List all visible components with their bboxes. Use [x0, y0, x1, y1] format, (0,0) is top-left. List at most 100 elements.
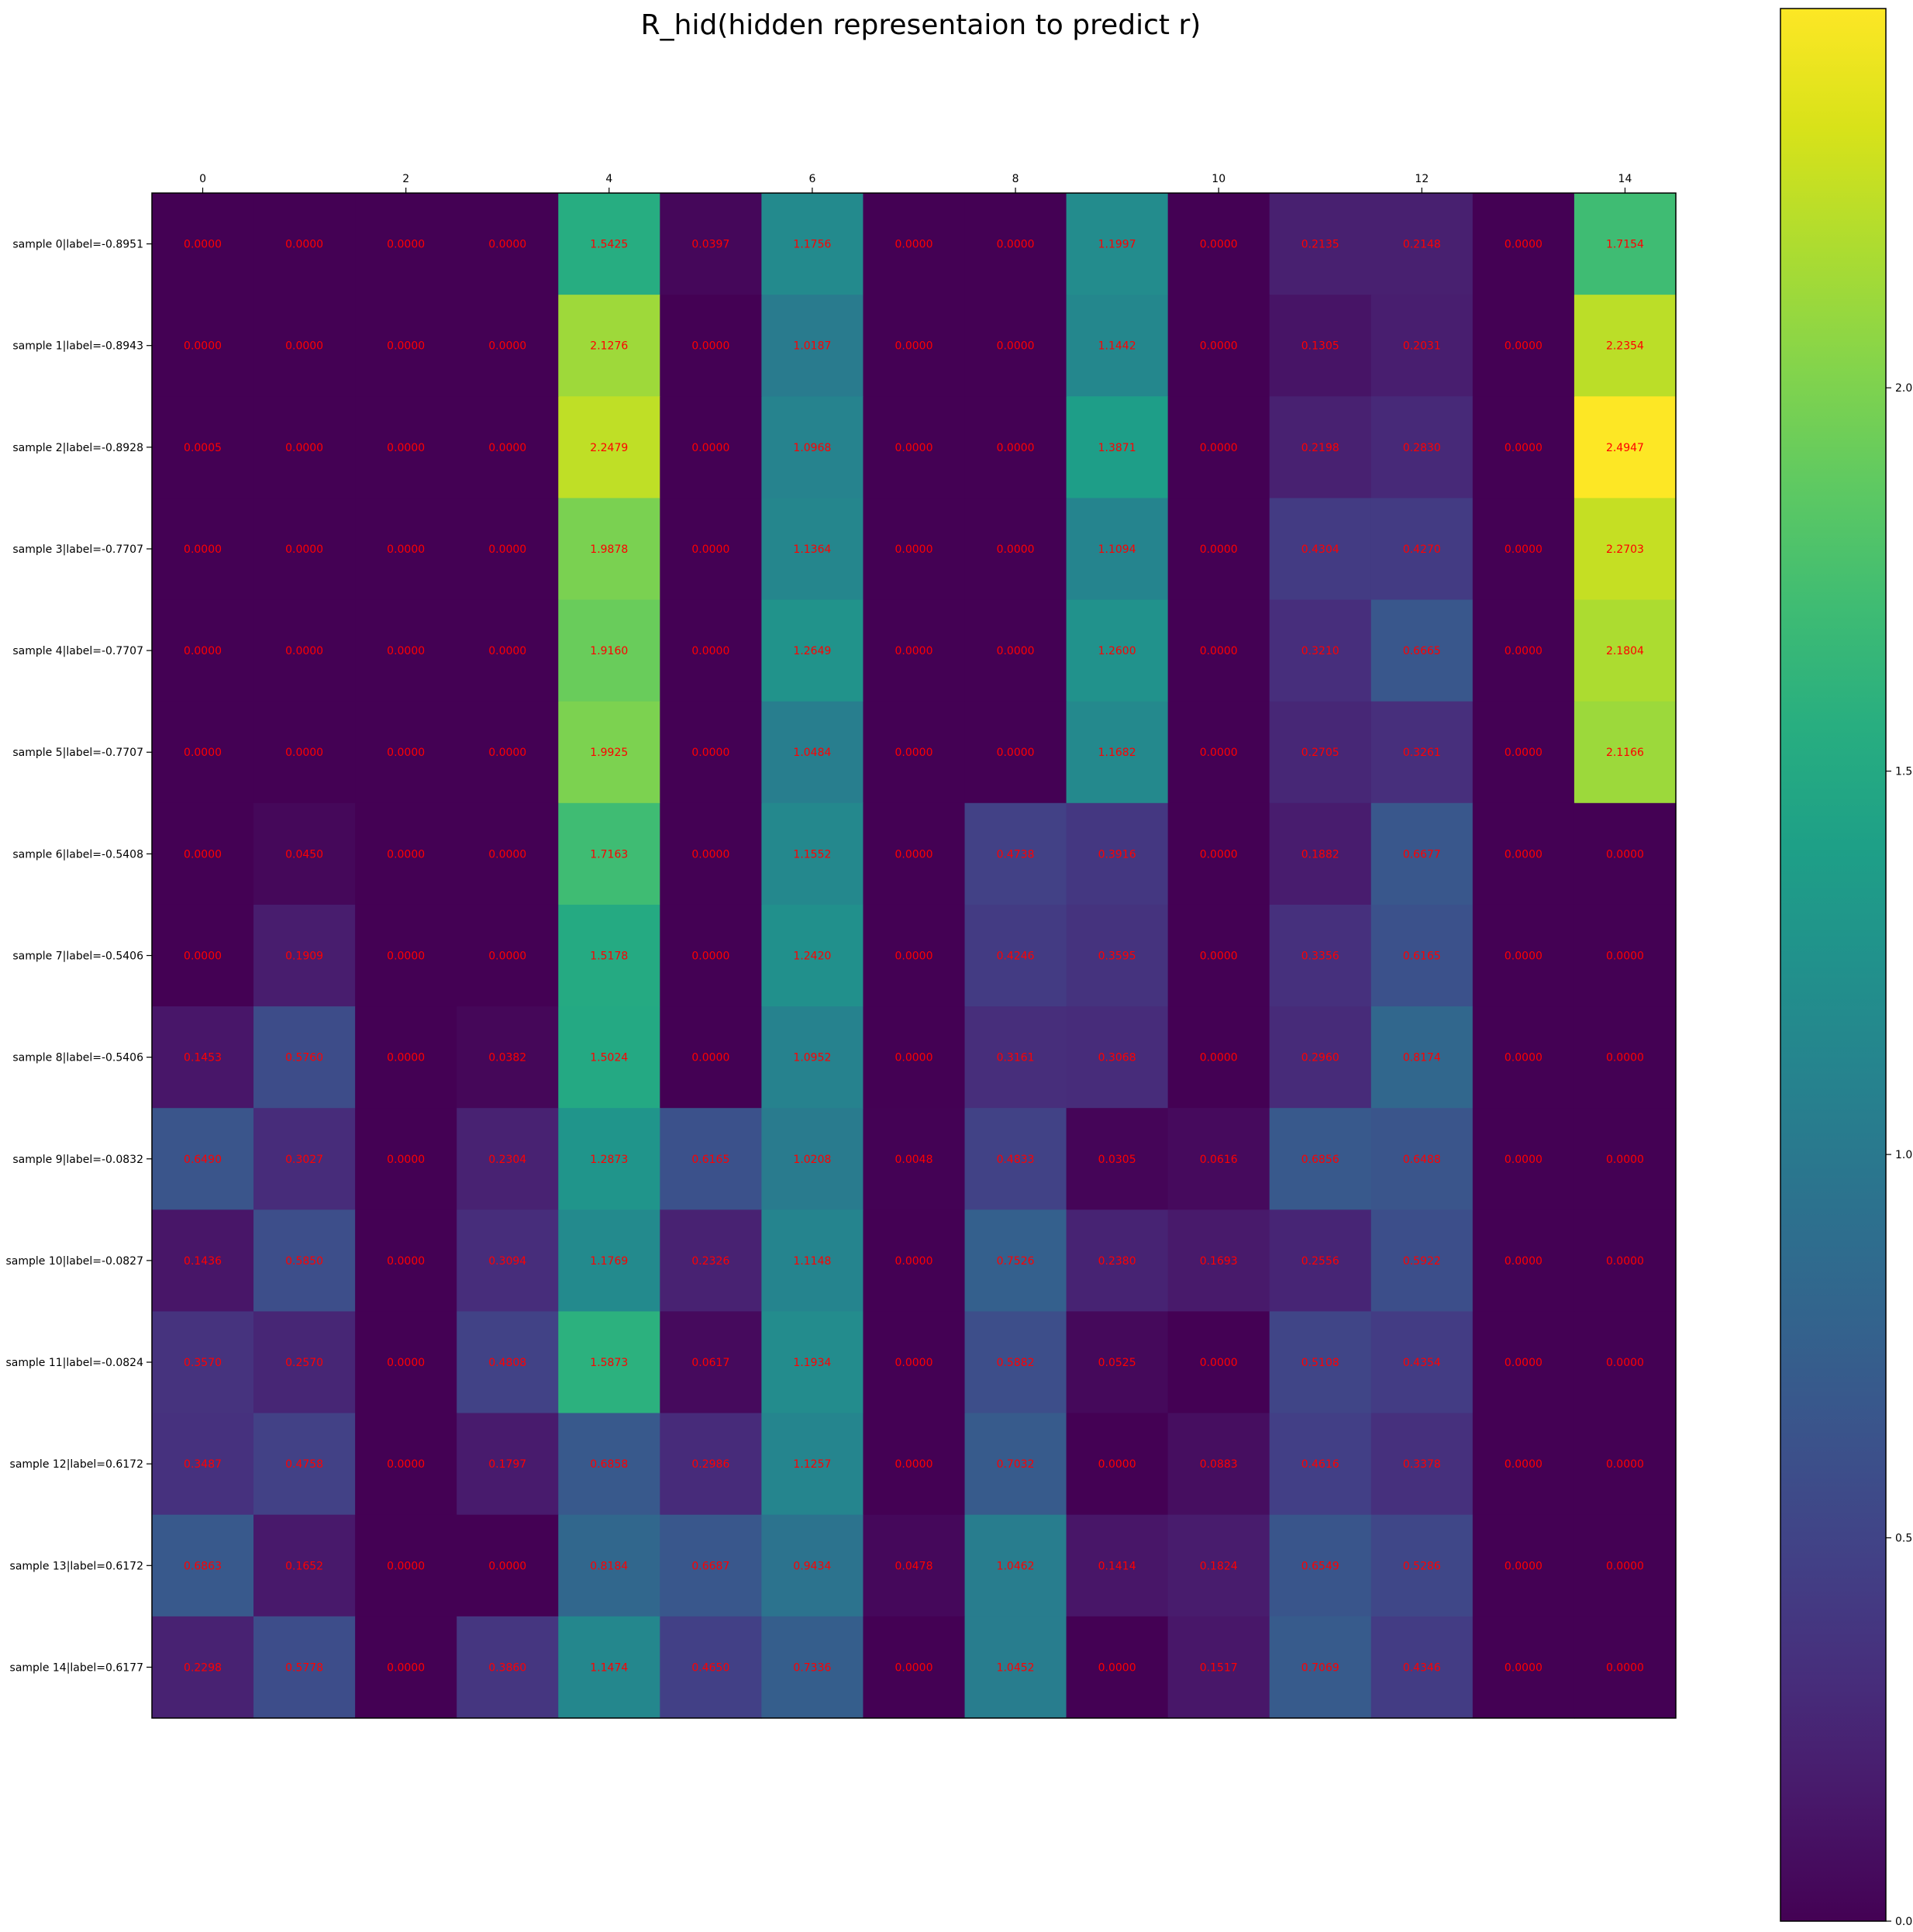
cell-value-label: 0.0000 — [997, 239, 1035, 251]
heatmap-cell — [863, 396, 966, 499]
y-tick-label: sample 2|label=-0.8928 — [12, 442, 143, 454]
cell-value-label: 0.0000 — [387, 340, 425, 353]
heatmap-cell — [1573, 1413, 1677, 1516]
heatmap-cell — [1472, 1616, 1575, 1719]
cell-value-label: 0.0000 — [1505, 1661, 1542, 1674]
heatmap-cell — [1573, 1006, 1677, 1109]
heatmap-cell — [964, 802, 1067, 906]
cell-value-label: 0.4354 — [1403, 1357, 1441, 1369]
cell-value-label: 0.7526 — [997, 1255, 1035, 1268]
heatmap-cell — [1370, 1006, 1474, 1109]
cell-value-label: 0.0000 — [387, 1560, 425, 1572]
cell-value-label: 0.4650 — [691, 1661, 729, 1674]
x-tick-label: 2 — [402, 173, 409, 185]
heatmap-cell — [761, 701, 864, 804]
heatmap-cell — [1066, 193, 1169, 295]
heatmap-cell — [964, 599, 1067, 702]
heatmap-cell — [558, 1616, 660, 1719]
cell-value-label: 0.0000 — [1606, 1255, 1644, 1268]
heatmap-cell — [863, 295, 966, 397]
cell-value-label: 0.0000 — [895, 1255, 933, 1268]
cell-value-label: 2.1804 — [1606, 645, 1644, 657]
heatmap-cell — [1472, 1209, 1575, 1313]
heatmap-cell — [1472, 599, 1575, 702]
heatmap-cell — [761, 1311, 864, 1414]
cell-value-label: 0.6490 — [184, 1154, 222, 1166]
heatmap-cell — [1573, 295, 1677, 397]
cell-value-label: 0.0000 — [1200, 340, 1238, 353]
heatmap-cell — [761, 1413, 864, 1516]
cell-value-label: 2.4947 — [1606, 442, 1644, 454]
heatmap-cell — [1066, 701, 1169, 804]
heatmap-cell — [457, 1311, 559, 1414]
heatmap-cell — [253, 701, 356, 804]
heatmap-cell — [964, 193, 1067, 295]
cell-value-label: 0.0000 — [1098, 1458, 1136, 1471]
heatmap-cell — [355, 599, 457, 702]
cell-value-label: 0.0000 — [1505, 1560, 1542, 1572]
heatmap-cell — [1573, 802, 1677, 906]
heatmap-cell — [660, 295, 762, 397]
heatmap-cell — [660, 1006, 762, 1109]
heatmap-cell — [1066, 1514, 1169, 1617]
heatmap-cell — [1472, 1413, 1575, 1516]
heatmap-cell — [1269, 193, 1372, 295]
heatmap-cell — [660, 193, 762, 295]
heatmap-cell — [1167, 1108, 1270, 1210]
x-tick-label: 10 — [1212, 173, 1225, 185]
heatmap-cell — [1370, 193, 1474, 295]
heatmap-cell — [1066, 498, 1169, 601]
cell-value-label: 0.0000 — [691, 950, 729, 963]
heatmap-cell — [964, 1616, 1067, 1719]
cell-value-label: 0.8174 — [1403, 1052, 1441, 1064]
cell-value-label: 0.6858 — [590, 1458, 628, 1471]
cell-value-label: 0.9434 — [793, 1560, 831, 1572]
cell-value-label: 0.4738 — [997, 848, 1035, 861]
heatmap-cell — [558, 1514, 660, 1617]
heatmap-cell — [457, 1108, 559, 1210]
cell-value-label: 0.1652 — [285, 1560, 323, 1572]
x-tick-label: 4 — [605, 173, 612, 185]
heatmap-cell — [152, 599, 254, 702]
cell-value-label: 0.6488 — [1403, 1154, 1441, 1166]
heatmap-cell — [761, 498, 864, 601]
heatmap-cell — [1370, 1616, 1474, 1719]
heatmap-cell — [660, 802, 762, 906]
heatmap-cell — [1167, 1514, 1270, 1617]
heatmap-cell — [457, 1413, 559, 1516]
cell-value-label: 1.1148 — [793, 1255, 831, 1268]
cell-value-label: 0.0000 — [1606, 1560, 1644, 1572]
heatmap-cell — [558, 599, 660, 702]
cell-value-label: 0.0000 — [1606, 848, 1644, 861]
cell-value-label: 0.7032 — [997, 1458, 1035, 1471]
cell-value-label: 0.0397 — [691, 239, 729, 251]
cell-value-label: 0.8184 — [590, 1560, 628, 1572]
cell-value-label: 0.0000 — [895, 645, 933, 657]
cell-value-label: 0.0000 — [1505, 1458, 1542, 1471]
cell-value-label: 0.1436 — [184, 1255, 222, 1268]
heatmap-cell — [863, 1616, 966, 1719]
cell-value-label: 0.7069 — [1301, 1661, 1339, 1674]
cell-value-label: 0.0000 — [1505, 340, 1542, 353]
cell-value-label: 0.0000 — [184, 543, 222, 556]
heatmap-cell — [355, 498, 457, 601]
cell-value-label: 0.0000 — [1505, 950, 1542, 963]
cell-value-label: 0.2556 — [1301, 1255, 1339, 1268]
heatmap-cell — [1066, 1311, 1169, 1414]
cell-value-label: 0.0000 — [184, 747, 222, 759]
heatmap-cell — [660, 599, 762, 702]
heatmap-cell — [964, 701, 1067, 804]
cell-value-label: 0.0000 — [1606, 950, 1644, 963]
heatmap-cell — [1370, 802, 1474, 906]
heatmap-cell — [152, 1616, 254, 1719]
heatmap-cell — [1167, 1413, 1270, 1516]
heatmap-cell — [1472, 295, 1575, 397]
cell-value-label: 0.0000 — [488, 848, 526, 861]
cell-value-label: 0.3595 — [1098, 950, 1136, 963]
cell-value-label: 0.6549 — [1301, 1560, 1339, 1572]
cell-value-label: 0.0000 — [1200, 1052, 1238, 1064]
colorbar-tick-label: 0.5 — [1895, 1533, 1912, 1545]
cell-value-label: 0.0000 — [1200, 1357, 1238, 1369]
heatmap-cell — [152, 1209, 254, 1313]
cell-value-label: 0.0000 — [895, 239, 933, 251]
